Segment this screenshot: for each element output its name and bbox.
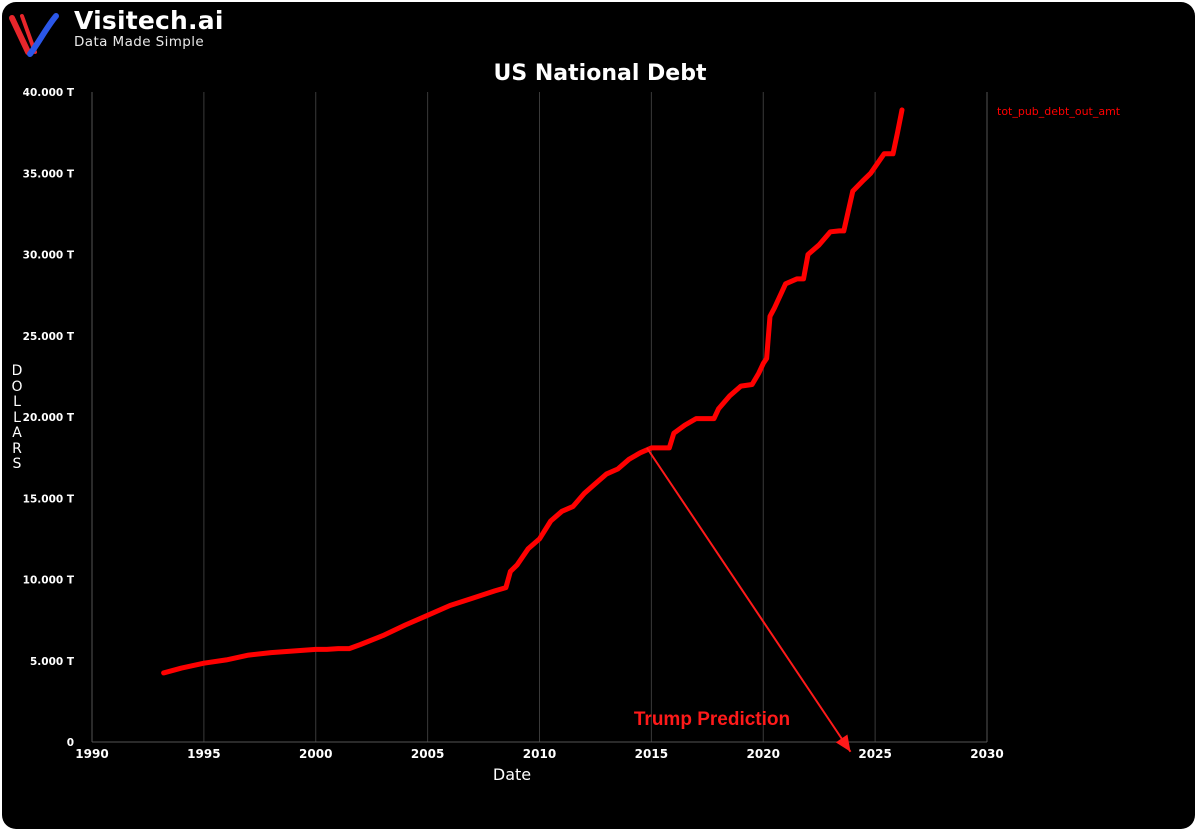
x-tick-label: 2015 bbox=[635, 747, 668, 761]
x-tick-label: 2020 bbox=[747, 747, 780, 761]
y-tick-label: 20.000 T bbox=[23, 412, 75, 424]
annotations: Trump Prediction bbox=[634, 447, 852, 753]
y-axis-label-letter: S bbox=[12, 456, 22, 472]
y-tick-label: 25.000 T bbox=[23, 331, 75, 343]
x-tick-label: 2030 bbox=[970, 747, 1003, 761]
grid-lines bbox=[203, 92, 876, 742]
y-tick-label: 30.000 T bbox=[23, 250, 75, 262]
y-tick-label: 40.000 T bbox=[23, 87, 75, 99]
y-tick-label: 10.000 T bbox=[23, 575, 75, 587]
x-tick-label: 2005 bbox=[411, 747, 444, 761]
y-tick-label: 15.000 T bbox=[23, 493, 75, 505]
x-tick-label: 2010 bbox=[523, 747, 556, 761]
brand-tagline: Data Made Simple bbox=[74, 34, 205, 50]
prediction-arrow-line bbox=[646, 447, 852, 753]
y-axis-label-letter: L bbox=[13, 394, 21, 410]
y-tick-label: 35.000 T bbox=[23, 168, 75, 180]
x-tick-label: 2025 bbox=[858, 747, 891, 761]
y-axis-label-letter: D bbox=[11, 363, 23, 379]
y-axis-label-letter: R bbox=[12, 440, 22, 457]
y-axis-label-letter: O bbox=[11, 378, 23, 395]
x-tick-label: 2000 bbox=[299, 747, 332, 761]
chart-title: US National Debt bbox=[494, 61, 707, 86]
x-tick-label: 1990 bbox=[75, 747, 108, 761]
x-tick-label: 1995 bbox=[187, 747, 220, 761]
legend-entry: tot_pub_debt_out_amt bbox=[997, 105, 1121, 118]
visitech-v-logo-icon bbox=[9, 13, 59, 57]
annotation-label: Trump Prediction bbox=[634, 709, 790, 730]
y-axis-label-letter: L bbox=[13, 409, 21, 426]
series-line-tot_pub_debt_out_amt bbox=[161, 107, 905, 676]
y-tick-label: 5.000 T bbox=[30, 656, 75, 668]
prediction-arrowhead-icon bbox=[835, 734, 851, 752]
x-axis-label: Date bbox=[493, 765, 531, 784]
y-tick-label: 0 bbox=[67, 737, 74, 749]
brand-name: Visitech.ai bbox=[74, 6, 224, 35]
series: tot_pub_debt_out_amt bbox=[161, 105, 1121, 676]
y-axis-label-letter: A bbox=[12, 425, 22, 441]
